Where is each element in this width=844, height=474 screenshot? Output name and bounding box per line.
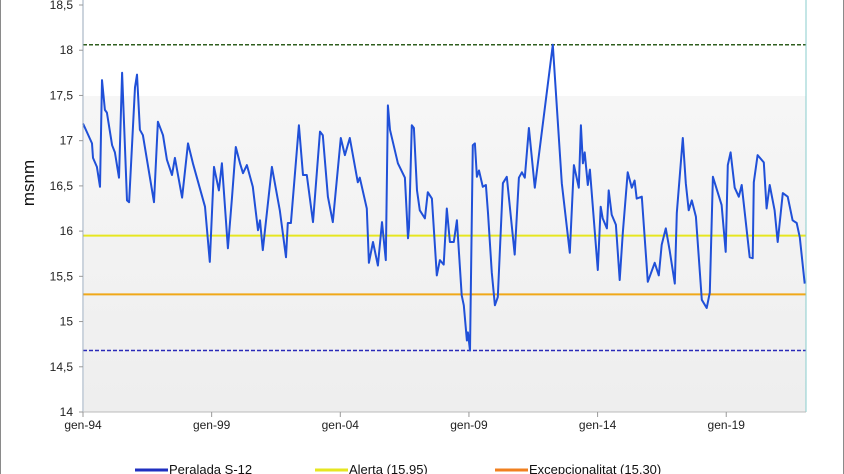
x-tick-label: gen-99	[193, 418, 231, 432]
x-tick-label: gen-14	[579, 418, 617, 432]
legend-label: Peralada S-12	[169, 462, 252, 474]
x-tick-label: gen-09	[450, 418, 488, 432]
y-tick-label: 15	[60, 315, 74, 329]
x-tick-label: gen-94	[64, 418, 102, 432]
x-tick-label: gen-04	[322, 418, 360, 432]
y-tick-label: 18,5	[50, 0, 74, 12]
legend-label: Alerta (15,95)	[349, 462, 428, 474]
series-line-peralada-s12	[82, 43, 806, 352]
legend-label: Excepcionalitat (15,30)	[529, 462, 661, 474]
y-tick-label: 16	[60, 224, 74, 238]
y-axis-label: msnm	[19, 160, 38, 206]
y-tick-label: 17,5	[50, 88, 74, 102]
y-tick-label: 14	[60, 405, 74, 419]
y-tick-label: 15,5	[50, 269, 74, 283]
y-tick-label: 18	[60, 43, 74, 57]
x-tick-label: gen-19	[708, 418, 746, 432]
y-tick-label: 16,5	[50, 179, 74, 193]
y-tick-label: 17	[60, 134, 74, 148]
y-tick-label: 14,5	[50, 360, 74, 374]
